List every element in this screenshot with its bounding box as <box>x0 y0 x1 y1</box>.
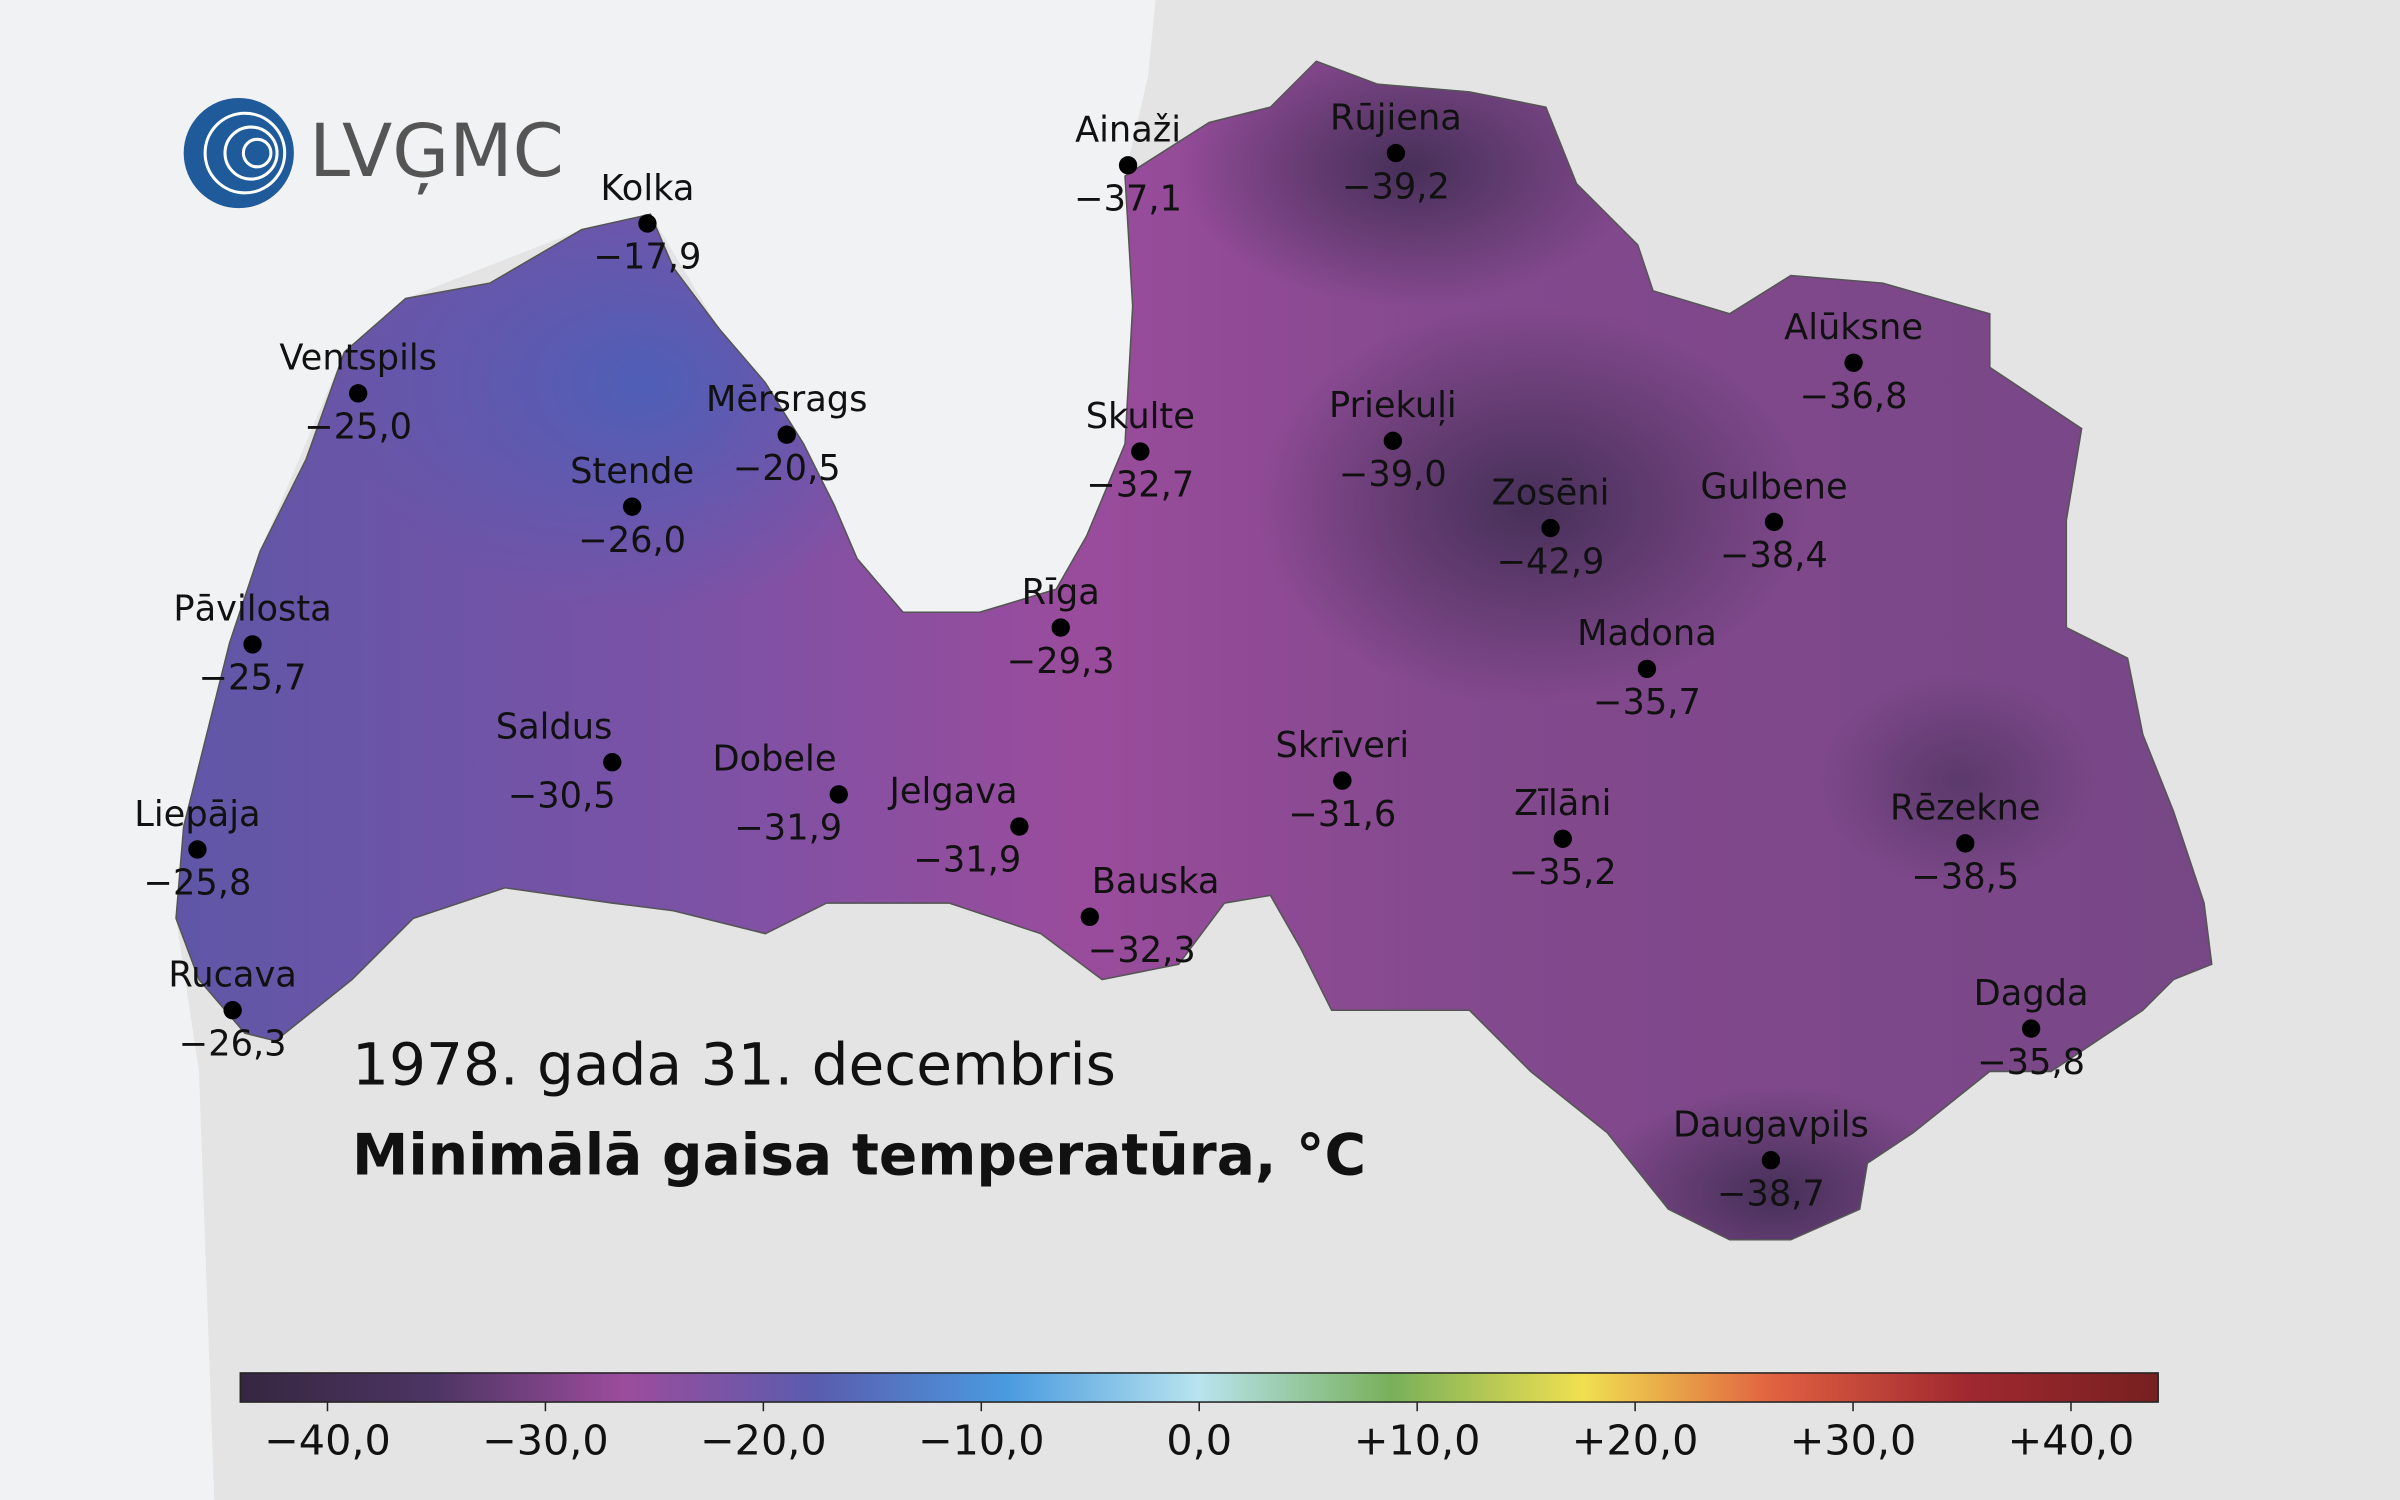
station-dot <box>638 214 657 233</box>
station-value: −25,0 <box>304 407 412 448</box>
colorbar-tick-label: −20,0 <box>700 1416 827 1464</box>
station-dot <box>1118 156 1138 175</box>
station-value: −32,3 <box>1088 930 1196 971</box>
station-dot <box>1333 771 1352 790</box>
colorbar-tick-label: +30,0 <box>1790 1416 1917 1464</box>
station-name: Ventspils <box>279 338 437 379</box>
station-name: Madona <box>1577 613 1717 654</box>
station-name: Saldus <box>496 707 613 748</box>
station-dot <box>188 840 207 859</box>
station-value: −26,0 <box>578 520 686 561</box>
station-dot <box>1080 907 1099 927</box>
station-name: Dobele <box>712 739 836 780</box>
station-dot <box>1956 834 1975 853</box>
station-name: Dagda <box>1974 973 2089 1014</box>
station-dot <box>1051 618 1070 637</box>
colorbar-ticks: −40,0 −30,0 −20,0 −10,0 0,0 +10,0 +20,0 +30,0 +4… <box>264 1402 2134 1464</box>
colorbar-tick-label: 0,0 <box>1166 1416 1232 1464</box>
station-value: −39,2 <box>1342 166 1450 207</box>
station-name: Skrīveri <box>1276 725 1410 766</box>
station-value: −38,4 <box>1720 535 1828 576</box>
colorbar-tick-label: +20,0 <box>1572 1416 1699 1464</box>
station-value: −20,5 <box>733 448 841 489</box>
station-name: Bauska <box>1092 861 1220 902</box>
station-name: Skulte <box>1086 396 1195 437</box>
station-dot <box>777 425 796 444</box>
station-name: Alūksne <box>1784 307 1923 348</box>
station-value: −29,3 <box>1007 641 1115 682</box>
station-dot <box>1637 659 1657 679</box>
station-dot <box>348 384 368 403</box>
station-value: −36,8 <box>1800 376 1908 417</box>
station-value: −25,8 <box>144 863 252 904</box>
station-value: −35,7 <box>1593 682 1701 723</box>
station-value: −39,0 <box>1339 454 1447 495</box>
station-dot <box>1383 431 1403 450</box>
station-value: −31,9 <box>913 840 1021 881</box>
logo-text: LVĢMC <box>309 109 564 194</box>
colorbar-tick-label: −10,0 <box>918 1416 1045 1464</box>
date: 1978. gada 31. decembris <box>352 1030 1116 1098</box>
title: Minimālā gaisa temperatūra, °C <box>352 1122 1366 1188</box>
stations: Kolka −17,9 Ainaži −37,1 Rūjiena −39,2 Ventspi… <box>134 97 2088 1214</box>
station-value: −30,5 <box>508 775 616 816</box>
station-value: −38,7 <box>1717 1173 1825 1214</box>
station-name: Gulbene <box>1700 466 1847 507</box>
station-dot <box>1764 512 1784 532</box>
station-dot <box>243 635 262 654</box>
station-dot <box>1761 1151 1781 1170</box>
station-name: Rēzekne <box>1890 788 2041 829</box>
colorbar-tick-label: −40,0 <box>264 1416 391 1464</box>
colorbar <box>239 1372 2159 1403</box>
station-dot <box>1131 442 1150 461</box>
station-name: Mērsrags <box>706 379 868 420</box>
station-name: Liepāja <box>134 794 260 835</box>
station-dot <box>1010 817 1029 836</box>
station-value: −26,3 <box>179 1023 287 1064</box>
station-value: −38,5 <box>1911 857 2019 898</box>
station-dot <box>223 1001 242 1020</box>
colorbar-tick-label: +10,0 <box>1354 1416 1481 1464</box>
station-name: Zīlāni <box>1514 783 1611 824</box>
station-value: −35,2 <box>1509 852 1617 893</box>
station-value: −37,1 <box>1074 179 1182 220</box>
station-dot <box>2021 1019 2041 1038</box>
station-dot <box>829 785 848 804</box>
station-dot <box>622 497 642 516</box>
station-dot <box>1541 518 1560 538</box>
station-name: Rūjiena <box>1330 97 1462 138</box>
station-name: Rīga <box>1022 572 1100 613</box>
station-value: −31,9 <box>734 808 842 849</box>
station-value: −25,7 <box>199 658 307 699</box>
station-value: −32,7 <box>1086 465 1194 506</box>
logo: LVĢMC <box>183 97 564 209</box>
colorbar-tick-label: −30,0 <box>482 1416 609 1464</box>
station-value: −31,6 <box>1288 794 1396 835</box>
colorbar-tick-label: +40,0 <box>2008 1416 2135 1464</box>
station-dot <box>603 753 622 772</box>
sea <box>0 0 1156 1500</box>
station-name: Jelgava <box>888 771 1018 812</box>
station-value: −42,9 <box>1497 541 1605 582</box>
station-name: Stende <box>570 451 694 492</box>
station-dot <box>1844 353 1863 372</box>
station-name: Daugavpils <box>1673 1105 1869 1146</box>
station-name: Pāvilosta <box>173 589 331 630</box>
station-dot <box>1386 143 1406 163</box>
station-dot <box>1553 829 1572 848</box>
station-value: −35,8 <box>1977 1042 2085 1083</box>
station-name: Priekuļi <box>1329 385 1457 426</box>
station-name: Zosēni <box>1492 472 1610 513</box>
station-name: Rucava <box>168 955 296 996</box>
station-name: Ainaži <box>1075 110 1181 151</box>
station-value: −17,9 <box>594 237 702 278</box>
station-name: Kolka <box>600 168 694 209</box>
